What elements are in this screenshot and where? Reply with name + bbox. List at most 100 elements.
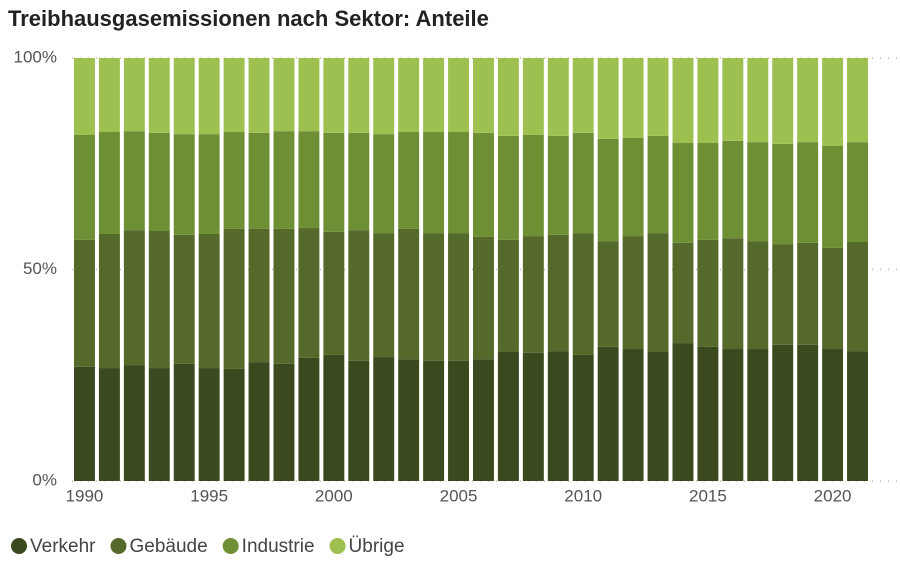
bar-segment — [672, 58, 694, 144]
bar-segment — [572, 132, 594, 234]
bar-segment — [497, 58, 519, 136]
bar-segment — [123, 131, 145, 231]
bar-segment — [847, 351, 869, 481]
bar-segment — [173, 234, 195, 364]
bar-segment — [822, 58, 844, 146]
bar-segment — [223, 228, 245, 369]
bar-segment — [772, 244, 794, 345]
bar-segment — [597, 241, 619, 347]
bar-segment — [697, 58, 719, 144]
legend-marker — [11, 538, 27, 554]
bar-segment — [772, 344, 794, 481]
bar-segment — [647, 351, 669, 481]
bar-segment — [73, 366, 95, 481]
bar-segment — [797, 344, 819, 481]
bar-segment — [497, 239, 519, 352]
bar-segment — [547, 234, 569, 352]
bar-segment — [622, 58, 644, 138]
bar-segment — [772, 143, 794, 245]
bar-segment — [248, 228, 270, 363]
bar-segment — [522, 352, 544, 481]
bar-segment — [323, 58, 345, 133]
bar-segment — [797, 58, 819, 143]
bar-segment — [472, 236, 494, 360]
chart-title: Treibhausgasemissionen nach Sektor: Ante… — [8, 6, 489, 31]
bar-segment — [522, 58, 544, 135]
bar-segment — [323, 231, 345, 355]
bar-segment — [622, 137, 644, 237]
bar-segment — [747, 58, 769, 143]
bar-segment — [98, 233, 120, 369]
legend-marker — [222, 538, 239, 554]
legend-marker — [329, 538, 346, 554]
bar-segment — [597, 138, 619, 242]
bar-segment — [572, 233, 594, 355]
bar-segment — [597, 346, 619, 481]
bar-segment — [547, 135, 569, 235]
bar-segment — [722, 349, 744, 481]
bar-segment — [722, 58, 744, 141]
bar-segment — [472, 58, 494, 133]
y-tick-label: 100% — [14, 47, 57, 66]
bar-segment — [472, 132, 494, 237]
bar-segment — [348, 230, 370, 361]
bar-segment — [797, 142, 819, 243]
bar-segment — [572, 354, 594, 481]
bar-segment — [672, 143, 694, 243]
bar-segment — [597, 58, 619, 139]
bar-segment — [123, 58, 145, 132]
bar-segment — [298, 131, 320, 229]
bar-segment — [248, 58, 270, 133]
bar-segment — [98, 132, 120, 234]
bar-segment — [148, 58, 170, 133]
bar-segment — [73, 134, 95, 240]
bar-segment — [398, 228, 420, 360]
bar-segment — [323, 354, 345, 481]
bar-segment — [472, 359, 494, 481]
bar-segment — [622, 236, 644, 350]
bar-segment — [448, 132, 470, 234]
bar-segment — [248, 132, 270, 229]
bar-segment — [398, 58, 420, 133]
bar-segment — [173, 134, 195, 235]
bar-segment — [747, 241, 769, 350]
legend-label: Übrige — [349, 536, 405, 557]
bar-segment — [847, 242, 869, 352]
bar-segment — [248, 362, 270, 481]
bar-segment — [697, 143, 719, 240]
bar-segment — [223, 58, 245, 133]
bar-segment — [148, 132, 170, 232]
bar-segment — [647, 233, 669, 352]
x-tick-label: 1995 — [190, 486, 228, 505]
x-tick-label: 1990 — [66, 486, 104, 505]
bar-segment — [98, 368, 120, 481]
bar-segment — [722, 140, 744, 239]
bar-segment — [198, 368, 220, 481]
legend-marker — [110, 538, 127, 554]
bar-segment — [273, 131, 295, 229]
x-tick-label: 2000 — [315, 486, 353, 505]
bar-segment — [373, 58, 395, 135]
bar-segment — [423, 233, 445, 361]
x-tick-label: 2015 — [689, 486, 727, 505]
bar-segment — [323, 132, 345, 232]
bar-segment — [298, 58, 320, 132]
bar-segment — [822, 145, 844, 248]
bar-segment — [797, 242, 819, 345]
legend-label: Gebäude — [129, 536, 207, 557]
bar-segment — [348, 132, 370, 231]
bar-segment — [747, 349, 769, 481]
x-tick-label: 2010 — [564, 486, 602, 505]
bar-segment — [373, 233, 395, 358]
bar-segment — [647, 58, 669, 136]
bar-segment — [647, 135, 669, 234]
bar-segment — [448, 58, 470, 133]
bar-segment — [148, 231, 170, 369]
bar-segment — [522, 236, 544, 353]
legend-label: Industrie — [242, 536, 315, 557]
bar-segment — [448, 360, 470, 481]
bar-segment — [747, 142, 769, 242]
bar-segment — [273, 228, 295, 364]
bar-segment — [448, 233, 470, 361]
